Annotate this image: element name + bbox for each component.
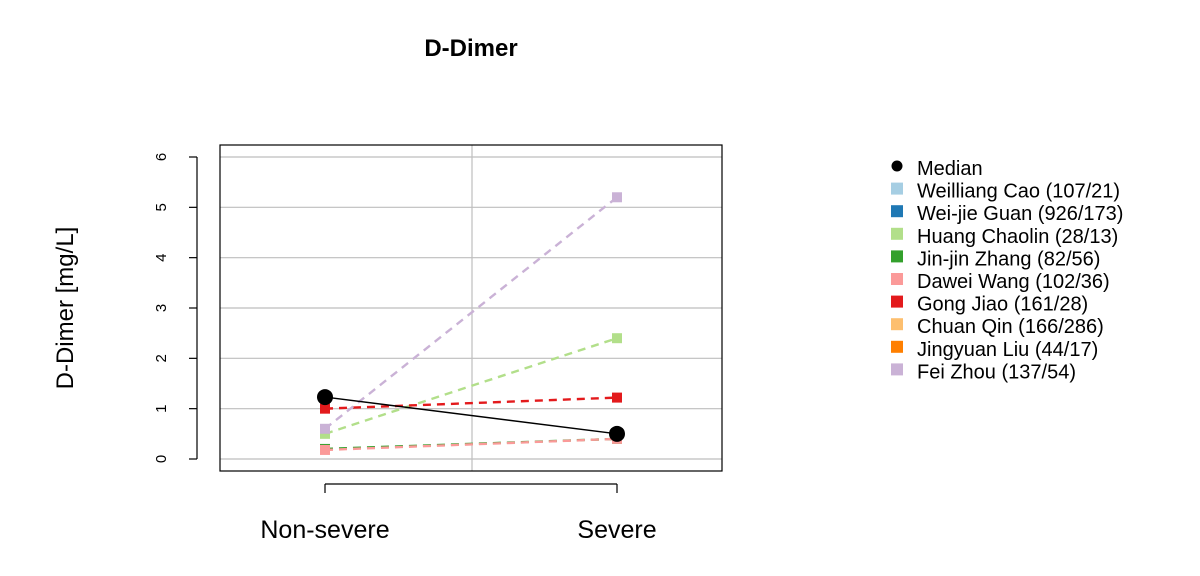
y-axis: 0 1 2 3 4 5 6 bbox=[153, 153, 198, 463]
legend-label: Dawei Wang (102/36) bbox=[917, 271, 1110, 293]
series-layer bbox=[320, 192, 622, 455]
grid bbox=[220, 145, 722, 471]
legend-label: Fei Zhou (137/54) bbox=[917, 361, 1076, 383]
legend-marker-median bbox=[891, 160, 903, 172]
series-point bbox=[320, 403, 330, 414]
y-tick-label: 4 bbox=[153, 253, 170, 261]
series-point bbox=[320, 444, 330, 455]
y-tick-label: 5 bbox=[153, 203, 170, 211]
median-line bbox=[324, 396, 618, 435]
y-tick-label: 1 bbox=[153, 404, 170, 412]
y-tick-label: 3 bbox=[153, 304, 170, 312]
legend-label-median: Median bbox=[917, 158, 983, 180]
legend-marker bbox=[891, 363, 903, 376]
legend-marker bbox=[891, 227, 903, 240]
legend-label: Jingyuan Liu (44/17) bbox=[917, 339, 1098, 361]
y-tick-label: 6 bbox=[153, 153, 170, 161]
series-point bbox=[612, 192, 622, 203]
y-tick-label: 0 bbox=[153, 455, 170, 463]
series-line bbox=[324, 196, 618, 430]
legend-marker bbox=[891, 318, 903, 331]
legend-label: Jin-jin Zhang (82/56) bbox=[917, 248, 1100, 270]
chart-title: D-Dimer bbox=[424, 35, 517, 62]
median-point bbox=[609, 425, 625, 442]
legend-label: Wei-jie Guan (926/173) bbox=[917, 203, 1123, 225]
legend-marker bbox=[891, 273, 903, 285]
legend-label: Weilliang Cao (107/21) bbox=[917, 181, 1120, 203]
x-category-label: Non-severe bbox=[260, 516, 389, 544]
legend-label: Huang Chaolin (28/13) bbox=[917, 226, 1118, 248]
y-tick-label: 2 bbox=[153, 354, 170, 362]
legend-marker bbox=[891, 182, 903, 195]
median-layer bbox=[317, 389, 625, 442]
median-point bbox=[317, 389, 333, 406]
legend-marker bbox=[891, 205, 903, 218]
legend-marker bbox=[891, 250, 903, 263]
legend-label: Chuan Qin (166/286) bbox=[917, 316, 1104, 338]
series-line bbox=[324, 396, 618, 410]
x-axis: Non-severe Severe bbox=[260, 483, 657, 544]
legend-marker bbox=[891, 340, 903, 353]
series-point bbox=[320, 428, 330, 439]
series-point bbox=[612, 333, 622, 344]
series-line bbox=[324, 437, 618, 452]
legend-label: Gong Jiao (161/28) bbox=[917, 294, 1088, 316]
legend-marker bbox=[891, 295, 903, 308]
series-line bbox=[324, 337, 618, 435]
plot-box bbox=[219, 144, 723, 472]
series-point bbox=[320, 423, 330, 434]
x-category-label: Severe bbox=[577, 516, 656, 544]
series-point bbox=[612, 392, 622, 403]
y-axis-label: D-Dimer [mg/L] bbox=[52, 227, 79, 390]
